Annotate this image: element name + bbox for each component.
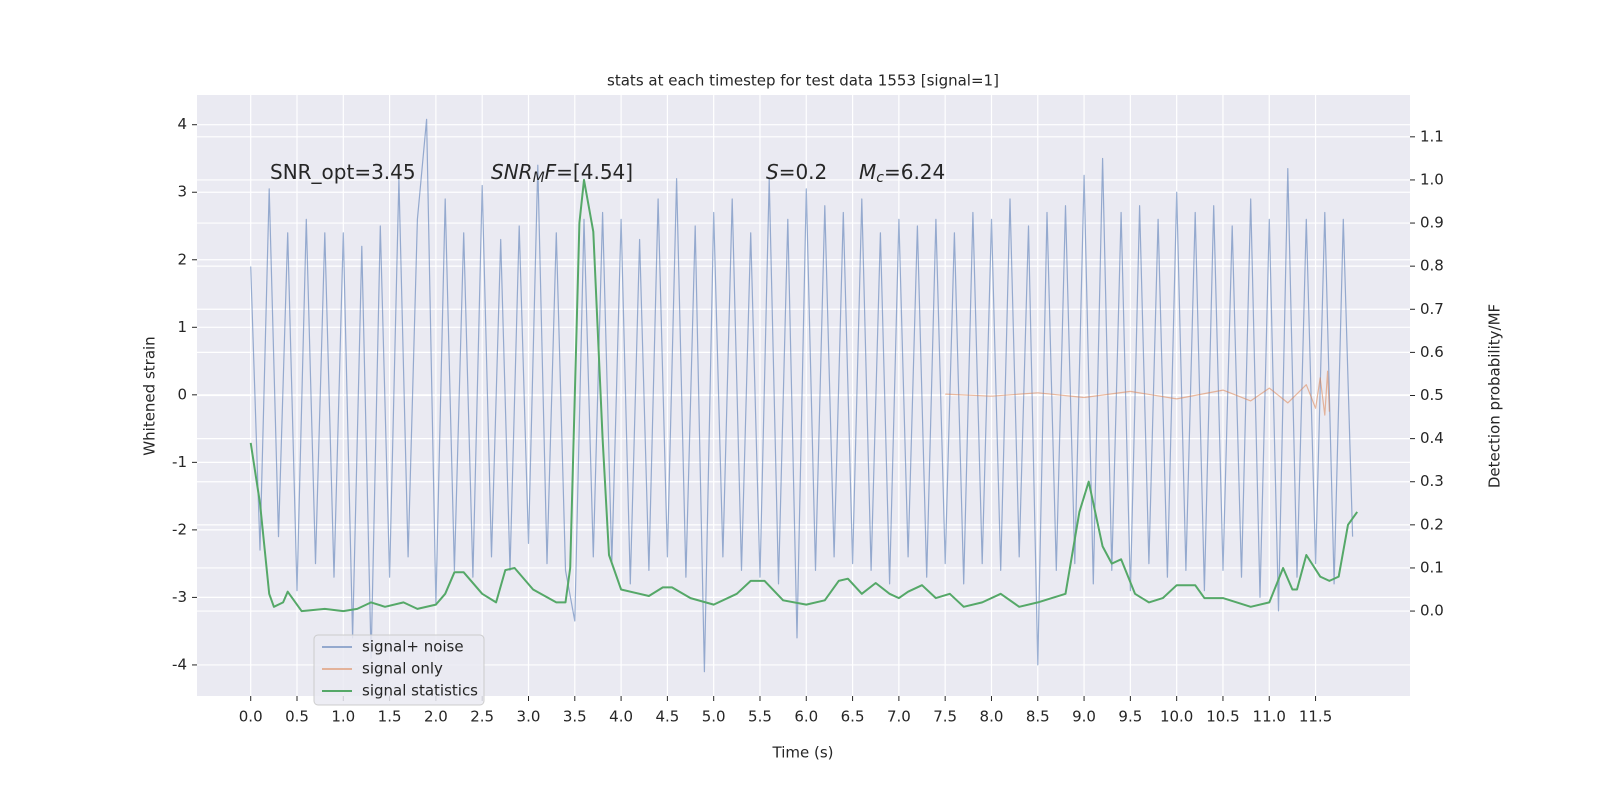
y2-tick-label: 0.2: [1420, 515, 1444, 533]
y-axis-label: Whitened strain: [141, 336, 159, 455]
x-tick-label: 4.0: [609, 708, 633, 726]
y-tick-label: -4: [172, 655, 187, 673]
annotation-part: F: [545, 160, 557, 184]
annotation: SNRMF=[4.54]: [491, 160, 633, 187]
x-tick-label: 10.5: [1206, 708, 1239, 726]
legend-label: signal+ noise: [362, 638, 464, 656]
x-tick-label: 2.0: [424, 708, 448, 726]
x-tick-label: 8.0: [980, 708, 1004, 726]
chart-title: stats at each timestep for test data 155…: [607, 72, 999, 90]
x-tick-label: 0.5: [285, 708, 309, 726]
y-tick-label: -1: [172, 453, 187, 471]
x-tick-label: 5.0: [702, 708, 726, 726]
x-tick-label: 11.5: [1299, 708, 1332, 726]
y-tick-label: 2: [177, 250, 187, 268]
y2-tick-label: 0.5: [1420, 386, 1444, 404]
legend-box: [313, 634, 485, 706]
series-line: [249, 178, 1359, 613]
x-tick-label: 3.5: [563, 708, 587, 726]
annotation-part: =6.24: [884, 160, 945, 184]
y2-tick-label: 0.1: [1420, 558, 1444, 576]
y-tick-label: 1: [177, 318, 187, 336]
y-tick-label: -2: [172, 520, 187, 538]
x-tick-label: 3.0: [517, 708, 541, 726]
y-tick-label: 3: [177, 183, 187, 201]
x-tick-label: 7.0: [887, 708, 911, 726]
x-tick-label: 1.5: [378, 708, 402, 726]
x-tick-label: 4.5: [655, 708, 679, 726]
annotation-part: SNR: [491, 160, 533, 184]
x-tick-label: 8.5: [1026, 708, 1050, 726]
annotation-part: =[4.54]: [556, 160, 633, 184]
y-tick-label: 4: [177, 115, 187, 133]
y2-tick-label: 0.8: [1420, 257, 1444, 275]
annotation-part: S: [766, 160, 779, 184]
series-line: [945, 370, 1330, 416]
annotation: SNR_opt=3.45: [270, 160, 416, 184]
legend-label: signal only: [362, 660, 443, 678]
x-tick-label: 6.5: [841, 708, 865, 726]
y2-tick-label: 0.6: [1420, 343, 1444, 361]
legend-label: signal statistics: [362, 682, 478, 700]
y2-axis-label: Detection probability/MF: [1486, 304, 1504, 488]
y-tick-label: -3: [172, 588, 187, 606]
annotation: S=0.2: [766, 160, 827, 184]
y-tick-label: 0: [177, 385, 187, 403]
annotation-part: M: [859, 160, 876, 184]
x-tick-label: 11.0: [1253, 708, 1286, 726]
y2-tick-label: 0.0: [1420, 602, 1444, 620]
x-tick-label: 2.5: [470, 708, 494, 726]
annotation-part: M: [533, 170, 545, 186]
x-tick-label: 5.5: [748, 708, 772, 726]
grid: [197, 95, 1410, 696]
y2-tick-label: 1.0: [1420, 170, 1444, 188]
x-axis-label: Time (s): [772, 744, 834, 762]
x-tick-label: 1.0: [331, 708, 355, 726]
x-tick-label: 10.0: [1160, 708, 1193, 726]
series-line: [250, 118, 1354, 673]
y2-tick-label: 0.4: [1420, 429, 1444, 447]
x-tick-label: 7.5: [933, 708, 957, 726]
y2-tick-label: 1.1: [1420, 127, 1444, 145]
annotation-part: c: [876, 170, 884, 186]
y2-tick-label: 0.7: [1420, 300, 1444, 318]
data: [249, 118, 1359, 673]
x-tick-label: 6.0: [794, 708, 818, 726]
annotation-part: =0.2: [779, 160, 828, 184]
x-tick-label: 9.5: [1118, 708, 1142, 726]
x-tick-label: 9.0: [1072, 708, 1096, 726]
annotation-part: SNR_opt=3.45: [270, 160, 416, 184]
x-tick-label: 0.0: [239, 708, 263, 726]
y2-tick-label: 0.3: [1420, 472, 1444, 490]
y2-tick-label: 0.9: [1420, 214, 1444, 232]
annotation: Mc=6.24: [859, 160, 945, 187]
